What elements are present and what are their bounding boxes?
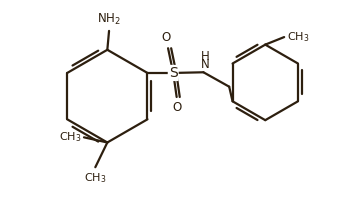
Text: N: N: [201, 57, 209, 71]
Text: NH$_2$: NH$_2$: [97, 12, 121, 27]
Text: CH$_3$: CH$_3$: [59, 130, 81, 144]
Text: O: O: [173, 101, 182, 114]
Text: CH$_3$: CH$_3$: [287, 30, 309, 44]
Text: S: S: [169, 66, 178, 80]
Text: CH$_3$: CH$_3$: [84, 171, 107, 185]
Text: H: H: [201, 50, 209, 63]
Text: O: O: [162, 31, 171, 44]
